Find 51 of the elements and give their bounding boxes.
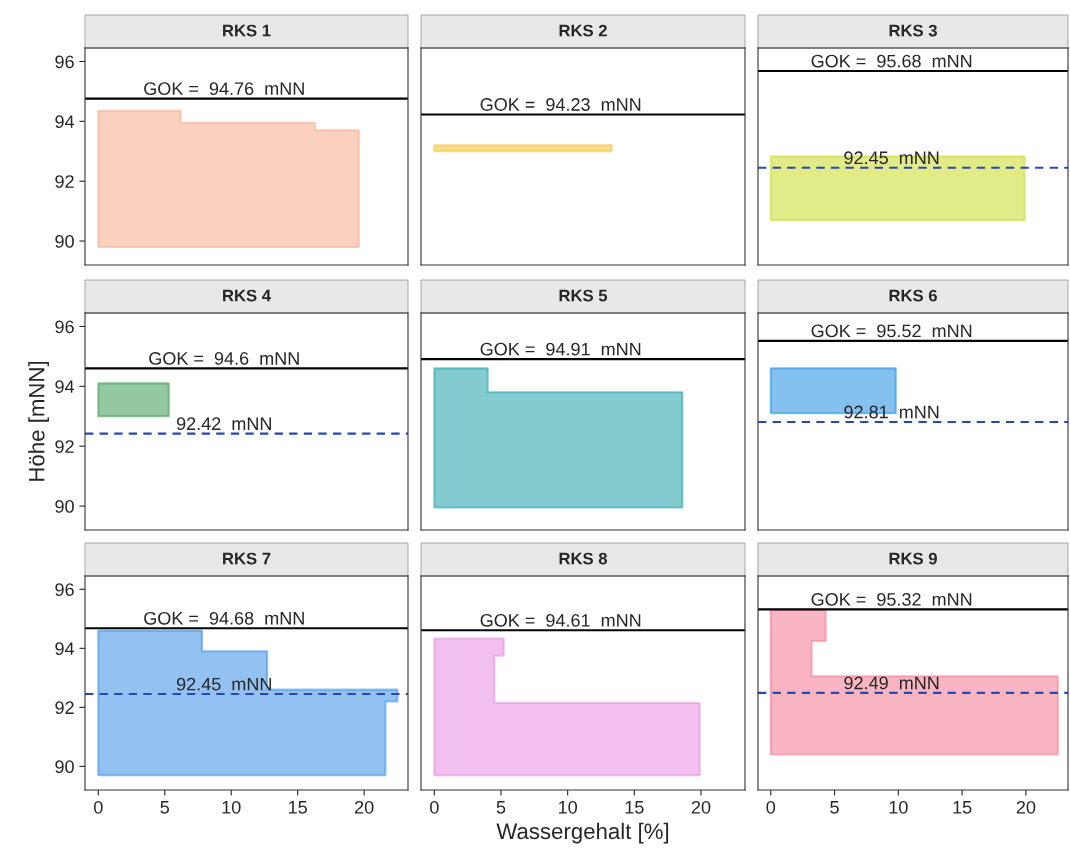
ref-line-label: GOK = 94.23 mNN — [480, 98, 641, 111]
x-tick-label: 5 — [830, 801, 839, 814]
y-tick-label: 94 — [55, 115, 75, 129]
ref-line-label: GOK = 95.32 mNN — [811, 593, 972, 606]
x-axis-title: Wassergehalt [%] — [496, 822, 669, 844]
x-tick-label: 10 — [222, 800, 241, 814]
y-tick-label: 96 — [55, 55, 74, 69]
x-tick-label: 15 — [953, 801, 972, 814]
y-tick-label: 92 — [55, 440, 74, 453]
y-tick-label: 96 — [55, 320, 74, 334]
chart-title: RKS 4 — [223, 289, 271, 302]
ref-line-label: 92.45 mNN — [176, 677, 271, 691]
y-tick-label: 92 — [55, 701, 74, 715]
ref-line-label: GOK = 95.68 mNN — [811, 54, 972, 68]
ref-line-label: GOK = 94.61 mNN — [480, 613, 641, 627]
y-tick-label: 94 — [55, 642, 75, 656]
ref-line-label: GOK = 95.52 mNN — [811, 324, 972, 338]
y-tick-label: 94 — [55, 380, 75, 394]
chart-title: RKS 2 — [559, 24, 607, 37]
x-tick-label: 20 — [355, 800, 374, 814]
chart-title: RKS 5 — [559, 289, 608, 302]
y-tick-label: 90 — [55, 760, 74, 774]
x-tick-label: 5 — [496, 801, 506, 814]
y-axis-title: Höhe [mNN] — [28, 361, 49, 481]
chart-title: RKS 6 — [889, 289, 937, 302]
ref-line-label: GOK = 94.91 mNN — [480, 342, 641, 356]
x-tick-label: 0 — [766, 800, 776, 814]
y-tick-label: 90 — [55, 499, 74, 513]
chart-title: RKS 9 — [889, 552, 937, 565]
y-tick-label: 92 — [55, 175, 74, 188]
x-tick-label: 5 — [160, 801, 170, 814]
ref-line-label: 92.42 mNN — [176, 417, 271, 431]
x-tick-label: 20 — [691, 800, 711, 814]
chart-title: RKS 7 — [223, 552, 271, 565]
x-tick-label: 20 — [1016, 800, 1036, 814]
ref-line-label: GOK = 94.68 mNN — [144, 611, 304, 625]
y-tick-label: 90 — [55, 234, 74, 248]
x-tick-label: 10 — [889, 800, 908, 814]
ref-line-label: GOK = 94.6 mNN — [149, 352, 299, 365]
x-tick-label: 0 — [93, 800, 103, 814]
x-tick-label: 15 — [289, 801, 307, 814]
x-tick-label: 10 — [559, 800, 577, 814]
chart-title: RKS 1 — [223, 24, 271, 37]
y-tick-label: 96 — [55, 583, 74, 596]
ref-line-label: 92.45 mNN — [844, 151, 939, 165]
ref-line-label: 92.49 mNN — [844, 676, 939, 690]
x-tick-label: 15 — [625, 801, 644, 814]
chart-title: RKS 8 — [559, 552, 608, 565]
ref-line-label: GOK = 94.76 mNN — [144, 82, 304, 96]
chart-title: RKS 3 — [889, 24, 937, 37]
x-tick-label: 0 — [430, 800, 439, 814]
